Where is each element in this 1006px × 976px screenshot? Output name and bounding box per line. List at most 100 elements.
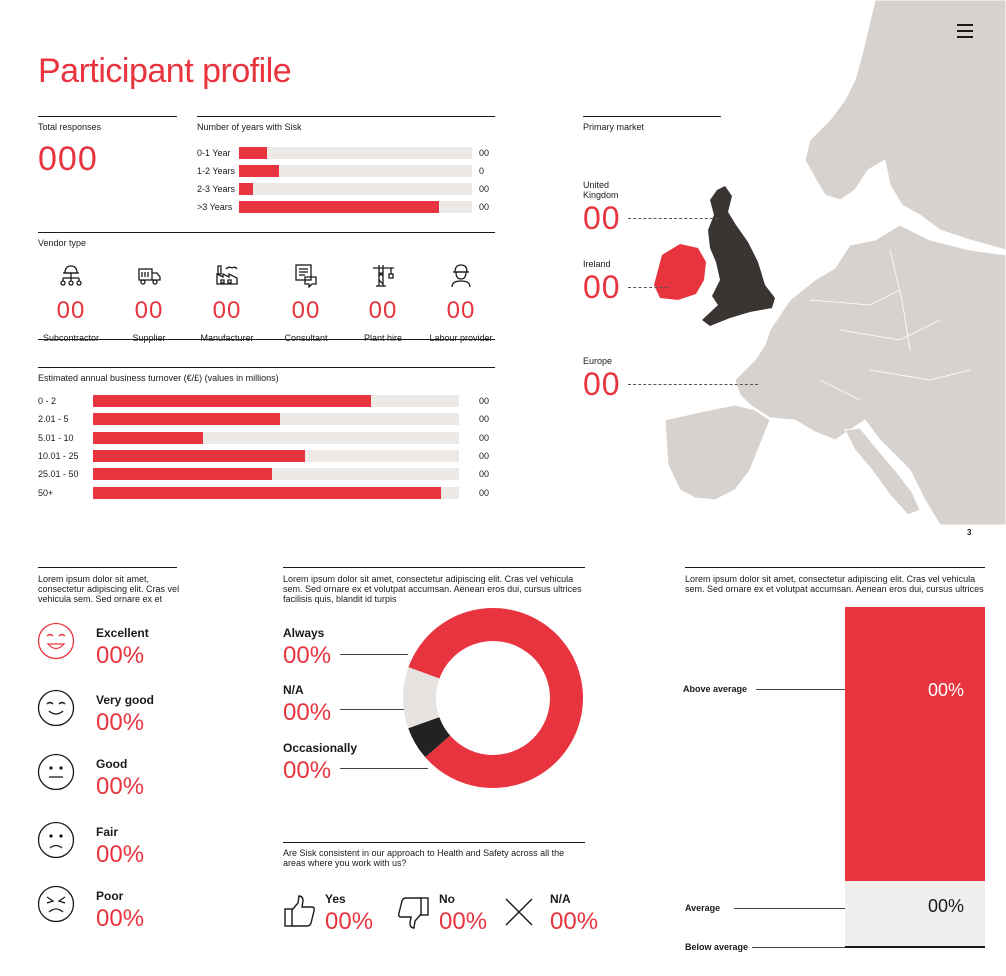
market-europe-label: Europe <box>583 356 613 366</box>
above-average-value: 00% <box>928 680 965 700</box>
freq-na-value: 00% <box>283 699 332 726</box>
years-row-label: 1-2 Years <box>197 166 236 176</box>
rating-value: 00% <box>96 709 145 736</box>
turnover-row-track <box>93 413 459 426</box>
consistency-na-label: N/A <box>550 892 571 906</box>
turnover-row-track <box>93 468 459 481</box>
turnover-row-label: 50+ <box>38 487 54 498</box>
vendor-type-label: Vendor type <box>38 238 87 248</box>
consistency-no-value: 00% <box>439 908 488 935</box>
turnover-row-bar <box>93 486 441 499</box>
rating-value: 00% <box>96 841 145 868</box>
below-average-label: Below average <box>685 942 749 952</box>
vendor-manufacturer: 00 Manufacturer <box>187 262 267 343</box>
market-ireland-value: 00 <box>583 269 621 305</box>
years-row-value: 00 <box>479 184 490 194</box>
donut-slice-na <box>403 667 440 729</box>
factory-icon <box>216 265 238 285</box>
network-helmet-icon <box>60 265 82 286</box>
above-average-label: Above average <box>683 684 748 694</box>
smiling-face-icon <box>37 689 75 727</box>
angry-face-icon <box>37 885 75 923</box>
total-responses-label: Total responses <box>38 122 102 132</box>
years-row-bar <box>239 165 279 177</box>
comparison-question: Lorem ipsum dolor sit amet, consectetur … <box>685 574 984 594</box>
average-value: 00% <box>928 896 965 916</box>
years-row-bar <box>239 183 253 195</box>
document-chat-icon <box>295 264 317 289</box>
years-row-bar <box>239 201 440 213</box>
above-average-block <box>845 607 985 881</box>
grinning-face-icon <box>37 622 75 660</box>
turnover-row-value: 00 <box>479 432 490 443</box>
years-row-track <box>239 147 472 159</box>
ireland-shape <box>654 244 706 300</box>
years-row-value: 00 <box>479 148 490 158</box>
frowning-face-icon <box>37 821 75 859</box>
delivery-truck-icon <box>138 268 161 285</box>
years-row-value: 00 <box>479 202 490 212</box>
years-row-label: 2-3 Years <box>197 184 236 194</box>
turnover-row-value: 00 <box>479 414 490 425</box>
turnover-row-bar <box>93 468 273 481</box>
menu-icon[interactable] <box>957 24 973 38</box>
frequency-donut-chart <box>403 608 583 788</box>
consistency-yes-value: 00% <box>325 908 374 935</box>
thumbs-up-icon <box>284 895 315 927</box>
vendor-consultant: 00 Consultant <box>266 262 346 343</box>
market-uk-label: United Kingdom <box>583 180 619 200</box>
rating-value: 00% <box>96 773 145 800</box>
years-row-value: 0 <box>479 166 485 176</box>
years-row-track <box>239 201 472 213</box>
uk-shape <box>702 186 775 326</box>
market-uk-value: 00 <box>583 200 621 236</box>
freq-occasionally-label: Occasionally <box>283 741 358 755</box>
turnover-row-label: 10.01 - 25 <box>38 450 79 461</box>
turnover-row-bar <box>93 449 306 462</box>
consistency-na-value: 00% <box>550 908 599 935</box>
below-average-line <box>845 946 985 948</box>
average-label: Average <box>685 903 721 913</box>
turnover-row-value: 00 <box>479 396 490 406</box>
turnover-row-label: 5.01 - 10 <box>38 432 74 443</box>
rating-label: Poor <box>96 889 124 903</box>
turnover-row-bar <box>93 395 372 407</box>
primary-market-label: Primary market <box>583 122 645 132</box>
turnover-row-label: 2.01 - 5 <box>38 414 69 425</box>
years-row-label: >3 Years <box>197 202 233 212</box>
rating-value: 00% <box>96 642 145 669</box>
donut-slice-occasionally <box>408 717 451 758</box>
neutral-face-icon <box>37 753 75 791</box>
rating-value: 00% <box>96 905 145 932</box>
consistency-no-label: No <box>439 892 455 906</box>
turnover-row-bar <box>93 413 280 426</box>
vendor-plant-hire: 00 Plant hire <box>343 262 423 343</box>
rating-label: Fair <box>96 825 119 839</box>
turnover-row-bar <box>93 431 203 444</box>
rating-label: Excellent <box>96 626 149 640</box>
consistency-question: Are Sisk consistent in our approach to H… <box>283 848 565 868</box>
europe-map <box>654 0 1006 525</box>
turnover-row-value: 00 <box>479 450 490 461</box>
years-row-track <box>239 165 472 177</box>
thumbs-down-icon <box>398 897 429 929</box>
turnover-row-value: 00 <box>479 469 490 480</box>
worker-icon <box>451 264 471 288</box>
years-with-sisk-label: Number of years with Sisk <box>197 122 302 132</box>
turnover-row-label: 25.01 - 50 <box>38 469 79 480</box>
vendor-subcontractor: 00 Subcontractor <box>31 262 111 343</box>
market-ireland-label: Ireland <box>583 259 611 269</box>
ratings-question: Lorem ipsum dolor sit amet, consectetur … <box>38 574 180 604</box>
vendor-supplier: 00 Supplier <box>109 262 189 343</box>
consistency-yes-label: Yes <box>325 892 346 906</box>
turnover-row-label: 0 - 2 <box>38 396 57 406</box>
turnover-row-track <box>93 486 459 499</box>
frequency-question: Lorem ipsum dolor sit amet, consectetur … <box>283 574 582 604</box>
turnover-row-track <box>93 395 459 407</box>
rating-label: Very good <box>96 693 155 707</box>
total-responses-value: 000 <box>38 140 98 178</box>
turnover-label: Estimated annual business turnover (€/£)… <box>38 373 279 383</box>
market-europe-value: 00 <box>583 366 621 402</box>
vendor-labour-provider: 00 Labour provider <box>421 262 501 343</box>
years-row-bar <box>239 147 267 159</box>
